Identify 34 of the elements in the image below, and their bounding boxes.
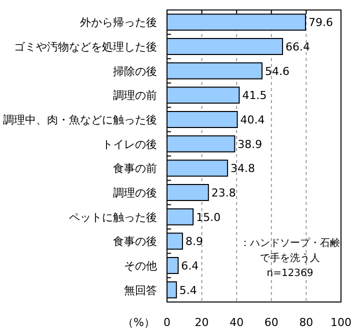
y-tick-label: ゴミや汚物などを処理した後	[14, 40, 157, 54]
data-label: 66.4	[286, 40, 310, 54]
x-axis-title: （%）	[122, 316, 155, 328]
data-label: 54.6	[265, 64, 290, 78]
x-tick-label: 40	[230, 316, 244, 328]
y-tick-label: 掃除の後	[113, 64, 157, 78]
y-tick-label: トイレの後	[102, 138, 157, 151]
y-tick-label: 調理の前	[113, 89, 157, 102]
annotation: ：ハンドソープ・石鹸	[240, 237, 340, 249]
data-label: 41.5	[242, 89, 267, 102]
data-label: 40.4	[240, 114, 265, 126]
x-tick-label: 100	[330, 316, 352, 328]
annotation: で手を洗う人	[260, 252, 320, 264]
data-label: 6.4	[181, 260, 199, 272]
data-label: 23.8	[211, 186, 236, 200]
y-tick-label: ペットに触った後	[69, 210, 157, 224]
y-tick-label: その他	[124, 260, 157, 272]
data-label: 38.9	[238, 138, 262, 151]
y-tick-label: 調理中、肉・魚などに触った後	[3, 114, 157, 126]
y-tick-label: 無回答	[124, 284, 157, 297]
data-label: 5.4	[179, 284, 197, 297]
x-tick-label: 80	[299, 316, 314, 328]
y-tick-label: 食事の後	[113, 235, 157, 248]
y-tick-label: 外から帰った後	[80, 16, 157, 30]
y-tick-label: 食事の前	[113, 162, 157, 176]
y-tick-label: 調理の後	[113, 186, 157, 200]
annotation: n=12369	[266, 268, 314, 279]
x-tick-label: 60	[264, 316, 278, 328]
data-label: 34.8	[230, 162, 256, 176]
data-label: 79.6	[308, 16, 334, 30]
data-label: 15.0	[196, 210, 221, 224]
x-tick-label: 20	[194, 316, 209, 328]
x-tick-label: 0	[164, 316, 170, 328]
data-label: 8.9	[185, 235, 203, 248]
